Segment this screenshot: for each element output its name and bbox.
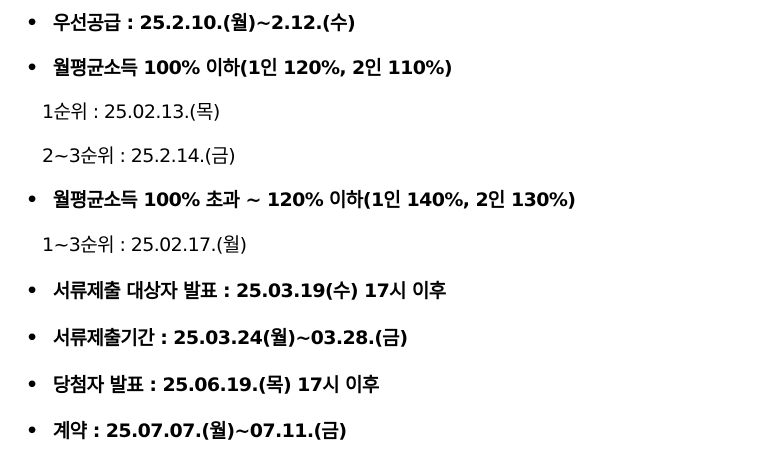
bullet-icon: • xyxy=(26,12,38,34)
item-value: 25.2.10.(월)~2.12.(수) xyxy=(133,12,356,34)
item-value: 25.03.24(월)~03.28.(금) xyxy=(167,327,408,349)
item-text: 월평균소득 100% 초과 ~ 120% 이하(1인 140%, 2인 130%… xyxy=(53,177,576,223)
item-text: 계약 : 25.07.07.(월)~07.11.(금) xyxy=(53,408,347,454)
item-label: 서류제출기간 : xyxy=(53,327,168,349)
bullet-icon: • xyxy=(26,327,38,349)
bullet-icon: • xyxy=(26,374,38,396)
item-value: 25.06.19.(목) 17시 이후 xyxy=(156,374,379,396)
item-value: 2~3순위 : 25.2.14.(금) xyxy=(42,145,236,167)
item-label: 월평균소득 100% 이하(1인 120%, 2인 110%) xyxy=(53,57,453,79)
item-label: 계약 : xyxy=(53,420,100,442)
item-text: 1순위 : 25.02.13.(목) xyxy=(42,89,220,135)
bullet-icon: • xyxy=(26,57,38,79)
bullet-icon: • xyxy=(26,420,38,442)
bullet-icon: • xyxy=(26,280,38,302)
item-label: 월평균소득 100% 초과 ~ 120% 이하(1인 140%, 2인 130%… xyxy=(53,189,576,211)
item-text: 서류제출 대상자 발표 : 25.03.19(수) 17시 이후 xyxy=(53,268,447,314)
item-text: 1~3순위 : 25.02.17.(월) xyxy=(42,222,247,268)
item-value: 1순위 : 25.02.13.(목) xyxy=(42,101,220,123)
item-text: 서류제출기간 : 25.03.24(월)~03.28.(금) xyxy=(53,315,408,361)
item-value: 1~3순위 : 25.02.17.(월) xyxy=(42,234,247,256)
item-label: 당첨자 발표 : xyxy=(53,374,157,396)
item-text: 우선공급 : 25.2.10.(월)~2.12.(수) xyxy=(53,0,356,46)
bullet-icon: • xyxy=(26,189,38,211)
item-value: 25.03.19(수) 17시 이후 xyxy=(229,280,447,302)
item-text: 2~3순위 : 25.2.14.(금) xyxy=(42,133,236,179)
item-label: 우선공급 : xyxy=(53,12,134,34)
item-value: 25.07.07.(월)~07.11.(금) xyxy=(99,420,347,442)
item-text: 월평균소득 100% 이하(1인 120%, 2인 110%) xyxy=(53,45,453,91)
item-text: 당첨자 발표 : 25.06.19.(목) 17시 이후 xyxy=(53,362,380,408)
item-label: 서류제출 대상자 발표 : xyxy=(53,280,231,302)
